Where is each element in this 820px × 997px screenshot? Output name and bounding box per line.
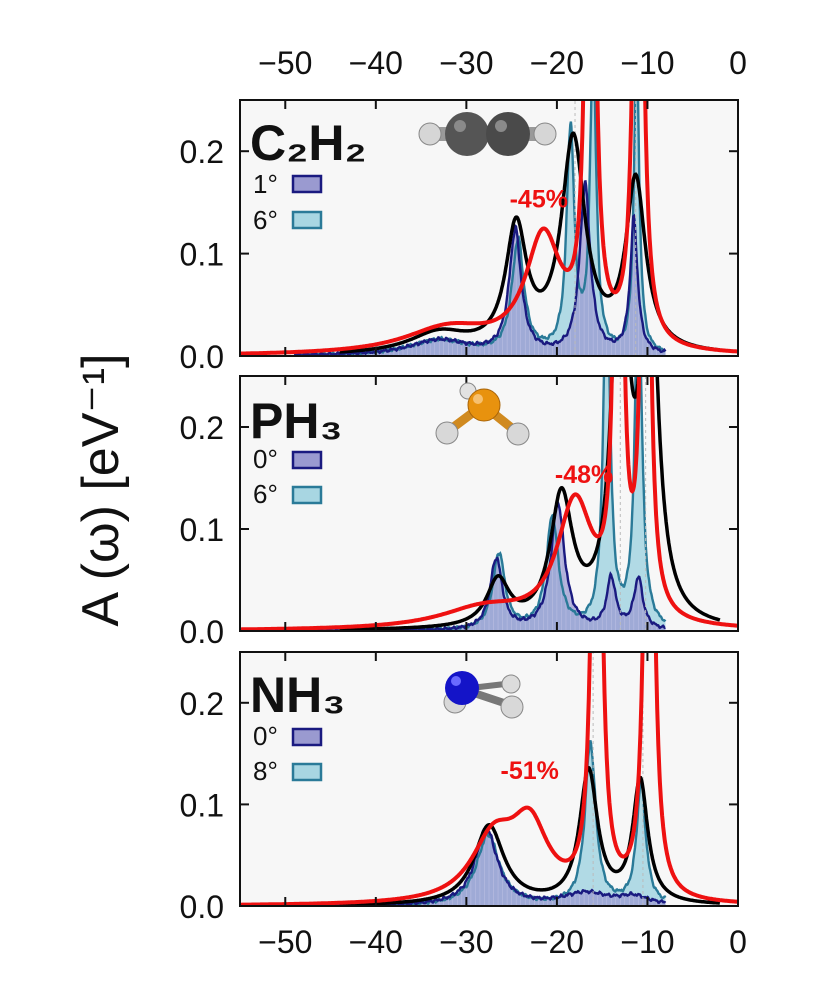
red-series-line: [240, 652, 738, 906]
percent-annotation: -45%: [510, 186, 568, 214]
ammonia-molecule-icon: [443, 671, 524, 719]
plot-frame: [239, 99, 739, 357]
legend-swatch-dark: [291, 174, 323, 194]
legend-label-dark: 0°: [253, 721, 278, 751]
top-x-tick-label: −30: [439, 45, 493, 81]
legend-label-light: 6°: [253, 479, 278, 509]
phosphine-molecule-icon: [435, 382, 530, 446]
y-tick-label: 0.0: [180, 339, 224, 375]
y-tick-label: 0.1: [180, 237, 224, 273]
legend-c2h2: 1° 6°: [253, 169, 323, 235]
bottom-x-tick-label: −20: [530, 924, 584, 960]
top-x-tick-label: 0: [729, 45, 747, 81]
legend-label-dark: 1°: [253, 169, 278, 199]
bottom-x-tick-label: 0: [729, 924, 747, 960]
top-x-tick-label: −40: [349, 45, 403, 81]
dark-series-line: [294, 499, 666, 631]
y-tick-label: 0.0: [180, 889, 224, 925]
top-x-tick-label: −50: [258, 45, 312, 81]
legend-swatch-light: [291, 210, 323, 230]
legend-swatch-light: [291, 485, 323, 505]
dark-series-line: [294, 179, 667, 356]
y-tick-label: 0.1: [180, 787, 224, 823]
top-x-tick-labels: −50 −40 −30 −20 −10 0: [258, 45, 747, 81]
y-tick-label: 0.2: [180, 686, 224, 722]
plot-frame: [239, 651, 739, 907]
dark-fill-area: [294, 502, 666, 631]
top-x-tick-label: −20: [530, 45, 584, 81]
legend-swatch-light: [291, 762, 323, 782]
acetylene-molecule-icon: [418, 112, 557, 156]
plot-frame: [239, 375, 739, 632]
percent-annotation: -48%: [555, 461, 613, 489]
bottom-x-tick-label: −40: [349, 924, 403, 960]
y-tick-label: 0.1: [180, 512, 224, 548]
molecule-title-nh3: NH₃: [250, 667, 345, 723]
percent-annotation: -51%: [501, 757, 559, 785]
bottom-x-tick-label: −50: [258, 924, 312, 960]
legend-label-light: 6°: [253, 205, 278, 235]
red-series-line: [240, 100, 738, 356]
bottom-x-tick-labels: −50 −40 −30 −20 −10 0: [258, 924, 747, 960]
y-tick-label: 0.0: [180, 614, 224, 650]
y-axis-label: A (ω) [eV⁻¹]: [72, 353, 130, 626]
y-tick-label: 0.2: [180, 134, 224, 170]
legend-label-light: 8°: [253, 756, 278, 786]
black-series-line: [339, 376, 721, 631]
black-series-line: [339, 765, 721, 906]
molecule-title-c2h2: C₂H₂: [250, 115, 367, 171]
red-series-line: [240, 376, 738, 631]
legend-swatch-dark: [291, 727, 323, 747]
y-tick-label: 0.2: [180, 410, 224, 446]
top-x-tick-label: −10: [620, 45, 674, 81]
legend-swatch-dark: [291, 450, 323, 470]
legend-nh3: 0° 8°: [253, 721, 323, 786]
molecule-title-ph3: PH₃: [250, 393, 343, 449]
legend-ph3: 0° 6°: [253, 444, 323, 509]
legend-label-dark: 0°: [253, 444, 278, 474]
bottom-x-tick-label: −30: [439, 924, 493, 960]
light-fill-area: [294, 376, 666, 631]
bottom-x-tick-label: −10: [620, 924, 674, 960]
